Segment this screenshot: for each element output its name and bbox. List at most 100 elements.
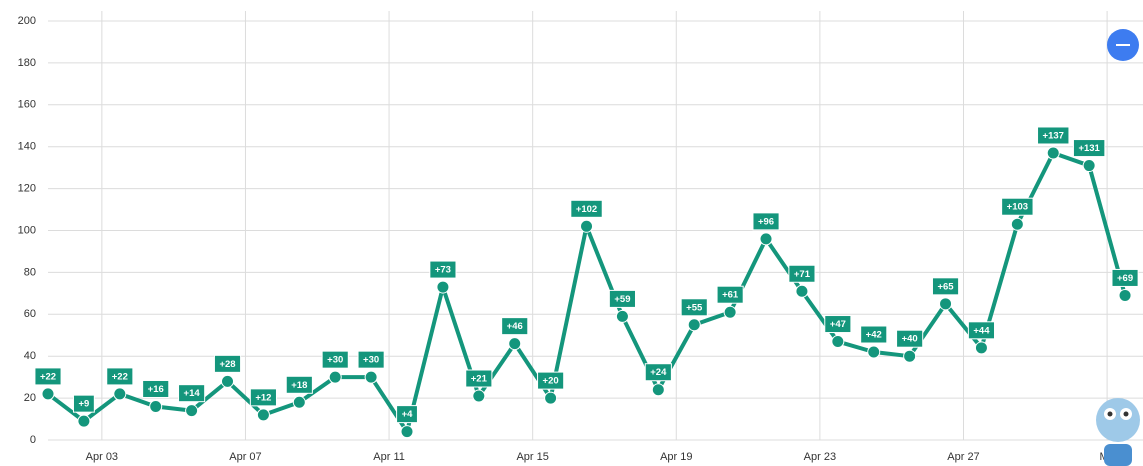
- data-label: +137: [1037, 126, 1070, 145]
- marker: [364, 370, 378, 384]
- data-label: +18: [285, 375, 313, 394]
- marker: [436, 280, 450, 294]
- marker: [759, 232, 773, 246]
- label-box: [680, 298, 708, 317]
- value-label: +69: [1117, 273, 1133, 284]
- y-tick-label: 200: [18, 15, 36, 27]
- value-label: +4: [402, 409, 414, 420]
- x-tick-label: Apr 07: [229, 451, 261, 463]
- value-label: +24: [650, 367, 667, 378]
- label-box: [967, 321, 996, 340]
- marker: [149, 399, 163, 413]
- y-tick-label: 0: [30, 434, 36, 446]
- data-label: +96: [752, 212, 780, 231]
- value-label: +30: [363, 355, 379, 366]
- value-label: +137: [1043, 131, 1064, 142]
- label-box: [824, 315, 852, 334]
- marker: [831, 335, 845, 349]
- data-label: +9: [72, 394, 95, 413]
- data-label: +103: [1001, 197, 1034, 216]
- label-box: [34, 367, 62, 386]
- value-label: +65: [937, 281, 954, 292]
- value-label: +14: [184, 388, 201, 399]
- value-label: +28: [219, 359, 235, 370]
- value-label: +47: [830, 319, 846, 330]
- data-label: +61: [716, 285, 744, 304]
- value-label: +21: [471, 374, 488, 385]
- marker: [867, 345, 881, 359]
- data-label: +131: [1072, 139, 1106, 158]
- label-box: [896, 329, 924, 348]
- label-box: [249, 388, 277, 407]
- value-label: +61: [722, 290, 739, 301]
- value-label: +55: [686, 302, 703, 313]
- data-label: +55: [680, 298, 708, 317]
- marker: [687, 318, 701, 332]
- data-label: +47: [824, 315, 852, 334]
- marker: [544, 391, 558, 405]
- y-tick-label: 80: [24, 266, 36, 278]
- data-label: +22: [34, 367, 62, 386]
- x-tick-label: Apr 19: [660, 451, 692, 463]
- marker: [185, 404, 199, 418]
- data-label: +16: [142, 379, 170, 398]
- data-label: +44: [967, 321, 996, 340]
- y-tick-label: 160: [18, 99, 36, 111]
- value-label: +96: [758, 216, 774, 227]
- x-tick-label: Apr 03: [86, 451, 118, 463]
- label-box: [285, 375, 313, 394]
- marker: [1046, 146, 1060, 160]
- marker: [580, 219, 594, 233]
- label-box: [213, 354, 242, 373]
- zoom-button[interactable]: [1107, 29, 1139, 61]
- value-label: +73: [435, 265, 451, 276]
- y-tick-label: 120: [18, 183, 36, 195]
- label-box: [1037, 126, 1070, 145]
- label-box: [860, 325, 888, 344]
- value-label: +30: [327, 355, 343, 366]
- y-tick-label: 20: [24, 392, 36, 404]
- label-box: [1001, 197, 1034, 216]
- y-tick-label: 40: [24, 350, 36, 362]
- data-label: +46: [501, 317, 529, 336]
- value-label: +44: [973, 325, 990, 336]
- mascot: [1096, 398, 1140, 466]
- plot: 0 20 40 60 80 100 120 140 160 180 200 Apr 03 Apr 07 A…: [18, 11, 1143, 463]
- marker: [903, 349, 917, 363]
- value-label: +46: [507, 321, 523, 332]
- y-tick-label: 60: [24, 308, 36, 320]
- marker: [795, 284, 809, 298]
- y-tick-label: 100: [18, 224, 36, 236]
- value-label: +42: [866, 330, 882, 341]
- label-box: [931, 277, 960, 296]
- label-box: [752, 212, 780, 231]
- value-label: +131: [1078, 143, 1100, 154]
- value-label: +103: [1007, 202, 1028, 213]
- data-label: +12: [249, 388, 277, 407]
- value-label: +16: [148, 384, 164, 395]
- data-label: +65: [931, 277, 960, 296]
- marker: [472, 389, 486, 403]
- data-label: +40: [896, 329, 924, 348]
- value-label: +71: [794, 269, 811, 280]
- data-label: +69: [1111, 268, 1139, 287]
- label-box: [608, 289, 636, 308]
- marker: [77, 414, 91, 428]
- data-label: +73: [429, 260, 457, 279]
- data-label: +14: [178, 384, 206, 403]
- marker: [221, 374, 235, 388]
- x-tick-label: Apr 11: [373, 451, 405, 463]
- data-label: +22: [106, 367, 134, 386]
- value-label: +12: [255, 392, 271, 403]
- data-label: +28: [213, 354, 242, 373]
- marker: [1082, 159, 1096, 173]
- value-label: +22: [112, 371, 128, 382]
- label-box: [178, 384, 206, 403]
- label-box: [788, 264, 816, 283]
- value-label: +22: [40, 371, 56, 382]
- marker: [615, 309, 629, 323]
- value-label: +102: [576, 204, 597, 215]
- data-label: +4: [396, 405, 418, 424]
- data-label: +59: [608, 289, 636, 308]
- label-box: [1111, 268, 1139, 287]
